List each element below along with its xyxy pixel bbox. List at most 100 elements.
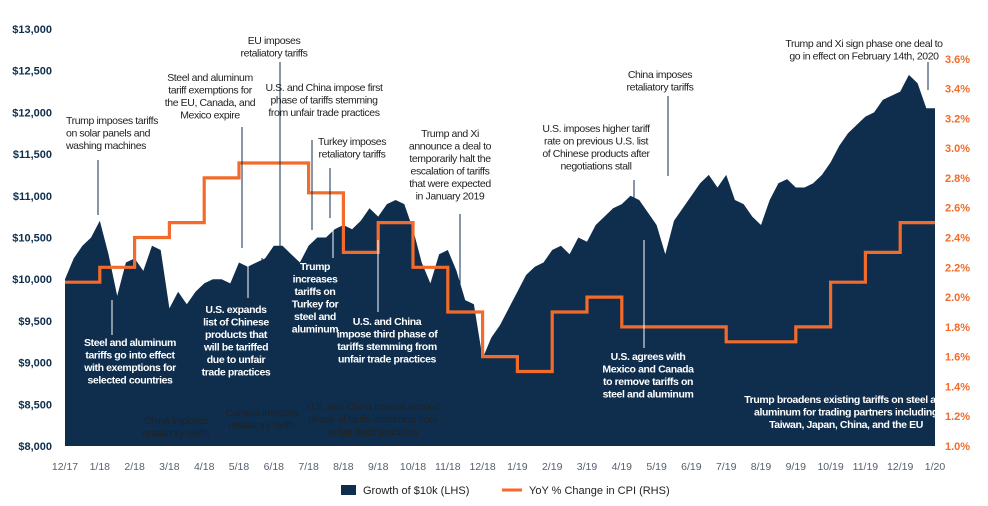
x-axis-tick-label: 2/18 xyxy=(124,461,145,473)
left-axis-tick-label: $13,000 xyxy=(12,24,52,36)
annotation-line: unfair trade practices xyxy=(328,426,417,438)
annotation-line: retaliatory tariffs xyxy=(229,420,296,432)
left-axis-tick-label: $9,500 xyxy=(18,316,52,328)
left-axis: $8,000 $8,500 $9,000 $9,500 $10,000 $10,500 $1… xyxy=(12,24,52,453)
annotation-line: announce a deal to xyxy=(409,141,492,153)
left-axis-tick-label: $9,000 xyxy=(18,358,52,370)
x-axis-tick-label: 2/19 xyxy=(542,461,563,473)
annotation-line: products that xyxy=(205,329,268,341)
right-axis-tick-label: 1.2% xyxy=(945,411,970,423)
annotation-line: rate on previous U.S. list xyxy=(544,136,648,148)
annotation-line: tariff exemptions for xyxy=(168,85,253,97)
right-axis-tick-label: 1.8% xyxy=(945,322,970,334)
x-axis-tick-label: 10/19 xyxy=(817,461,843,473)
x-axis-tick-label: 4/18 xyxy=(194,461,215,473)
annotation-line: U.S. and China impose first xyxy=(265,82,382,94)
x-axis-tick-label: 7/18 xyxy=(298,461,319,473)
x-axis-tick-label: 12/19 xyxy=(887,461,913,473)
annotation-line: Mexico expire xyxy=(180,110,240,122)
x-axis-tick-label: 1/18 xyxy=(90,461,111,473)
growth-area-layer xyxy=(65,74,935,447)
cpi-step-line xyxy=(65,161,935,374)
right-axis-tick-label: 1.4% xyxy=(945,381,970,393)
annotation-line: washing machines xyxy=(65,140,146,152)
left-axis-tick-label: $11,000 xyxy=(13,191,52,203)
right-axis-tick-label: 2.8% xyxy=(945,173,970,185)
annotation-line: Mexico and Canada xyxy=(602,364,694,376)
annotation-line: will be tariffed xyxy=(203,342,268,354)
growth-area-series xyxy=(65,74,935,447)
x-axis-tick-label: 12/18 xyxy=(469,461,495,473)
annotation-line: retaliatory tariffs xyxy=(241,48,308,60)
annotation-line: U.S. agrees with xyxy=(611,351,686,363)
right-axis-tick-label: 1.0% xyxy=(945,441,970,453)
annotation-line: China imposes xyxy=(144,415,208,427)
x-axis-tick-label: 9/19 xyxy=(786,461,807,473)
annotation-line: tariffs on xyxy=(295,286,336,298)
x-axis-tick-label: 3/19 xyxy=(577,461,598,473)
x-axis-tick-label: 11/18 xyxy=(435,461,461,473)
annotation-line: increases xyxy=(293,274,338,286)
annotation-line: negotiations stall xyxy=(560,161,631,173)
right-axis-tick-label: 2.6% xyxy=(945,203,970,215)
annotation-line: from unfair trade practices xyxy=(268,107,379,119)
left-axis-tick-label: $10,000 xyxy=(12,274,52,286)
annotation-line: tariffs stemming from xyxy=(337,341,437,353)
right-axis-tick-label: 3.0% xyxy=(945,143,970,155)
annotation-line: to remove tariffs on xyxy=(603,376,693,388)
right-axis-tick-label: 2.0% xyxy=(945,292,970,304)
x-axis-tick-label: 8/19 xyxy=(751,461,772,473)
annotation-line: with exemptions for xyxy=(83,362,176,374)
right-axis: 1.0% 1.2% 1.4% 1.6% 1.8% 2.0% 2.2% 2.4% 2.6% 2.8%… xyxy=(945,54,970,453)
annotation-line: Steel and aluminum xyxy=(84,337,176,349)
annotation-line: retaliatory tariffs xyxy=(627,82,694,94)
ann-broadens-tariffs: Trump broadens existing tariffs on steel… xyxy=(744,394,948,431)
x-axis-tick-label: 8/18 xyxy=(333,461,354,473)
annotation-line: U.S. imposes higher tariff xyxy=(542,123,650,135)
annotation-line: Canada imposes xyxy=(225,407,298,419)
annotation-line: the EU, Canada, and xyxy=(165,97,256,109)
x-axis-tick-label: 11/19 xyxy=(853,461,879,473)
x-axis-tick-label: 10/18 xyxy=(400,461,426,473)
annotation-line: go in effect on February 14th, 2020 xyxy=(789,51,939,63)
annotation-line: phase of tariffs stemming xyxy=(270,95,378,107)
x-axis-tick-label: 1/20 xyxy=(925,461,946,473)
x-axis-tick-label: 6/18 xyxy=(264,461,285,473)
annotation-line: of Chinese products after xyxy=(542,148,650,160)
annotation-line: China imposes xyxy=(628,69,692,81)
x-axis-tick-label: 5/19 xyxy=(646,461,667,473)
annotation-line: U.S. and China xyxy=(353,316,422,328)
annotation-line: Turkey for xyxy=(292,299,339,311)
annotation-line: steel and aluminum xyxy=(603,389,694,401)
annotation-leader-layer xyxy=(97,62,937,408)
annotation-line: on solar panels and xyxy=(66,128,151,140)
annotation-line: Trump and Xi xyxy=(421,128,479,140)
annotation-line: U.S. and China impose second xyxy=(306,401,440,413)
legend-swatch-growth xyxy=(341,485,356,495)
annotation-line: Trump broadens existing tariffs on steel… xyxy=(744,394,948,406)
right-axis-tick-label: 2.2% xyxy=(945,262,970,274)
annotation-line: Taiwan, Japan, China, and the EU xyxy=(769,419,923,431)
annotation-line: temporarily halt the xyxy=(409,153,491,165)
right-axis-tick-label: 2.4% xyxy=(945,233,970,245)
annotation-line: Trump imposes tariffs xyxy=(66,115,158,127)
annotation-line: that were expected xyxy=(409,178,491,190)
right-axis-tick-label: 3.6% xyxy=(945,54,970,66)
